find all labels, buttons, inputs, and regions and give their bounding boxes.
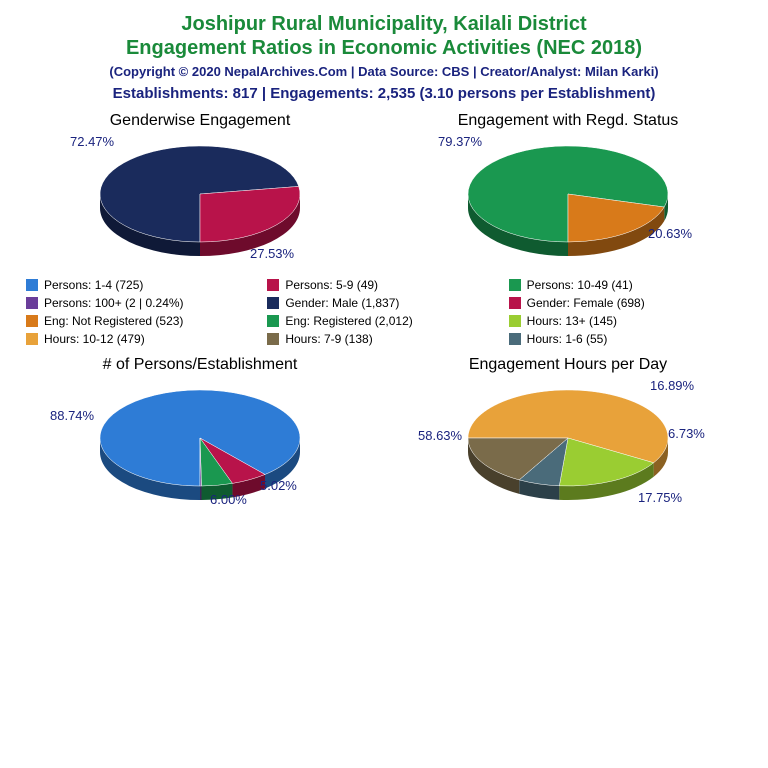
legend-swatch: [267, 279, 279, 291]
pie-hours: 58.63% 17.75% 6.73% 16.89%: [418, 378, 718, 508]
pie-slice-label: 6.73%: [668, 426, 705, 441]
pie-slice-label: 16.89%: [650, 378, 694, 393]
legend-label: Gender: Male (1,837): [285, 296, 399, 310]
chart-gender: Genderwise Engagement 72.47% 27.53%: [20, 112, 380, 264]
legend-item: Eng: Not Registered (523): [26, 314, 259, 328]
chart-row-top: Genderwise Engagement 72.47% 27.53% Engag…: [16, 112, 752, 264]
legend-item: Persons: 1-4 (725): [26, 278, 259, 292]
title-line2: Engagement Ratios in Economic Activities…: [16, 36, 752, 60]
legend-label: Persons: 10-49 (41): [527, 278, 633, 292]
infographic-root: Joshipur Rural Municipality, Kailali Dis…: [0, 0, 768, 520]
legend-swatch: [267, 333, 279, 345]
legend-label: Gender: Female (698): [527, 296, 645, 310]
legend-swatch: [267, 297, 279, 309]
legend-item: Hours: 1-6 (55): [509, 332, 742, 346]
chart-row-bottom: # of Persons/Establishment 88.74% 6.00% 5.…: [16, 356, 752, 508]
pie-slice-label: 27.53%: [250, 246, 294, 261]
chart-title-persons: # of Persons/Establishment: [103, 356, 298, 374]
legend-swatch: [267, 315, 279, 327]
chart-title-hours: Engagement Hours per Day: [469, 356, 667, 374]
legend-swatch: [509, 315, 521, 327]
legend-swatch: [26, 279, 38, 291]
pie-slice-label: 17.75%: [638, 490, 682, 505]
legend-swatch: [26, 333, 38, 345]
pie-slice-label: 5.02%: [260, 478, 297, 493]
legend-label: Hours: 10-12 (479): [44, 332, 145, 346]
legend-label: Persons: 100+ (2 | 0.24%): [44, 296, 184, 310]
legend-label: Persons: 1-4 (725): [44, 278, 143, 292]
chart-regd: Engagement with Regd. Status 79.37% 20.63…: [388, 112, 748, 264]
pie-slice-label: 79.37%: [438, 134, 482, 149]
legend-swatch: [509, 297, 521, 309]
legend-item: Persons: 10-49 (41): [509, 278, 742, 292]
legend: Persons: 1-4 (725) Persons: 5-9 (49) Perso…: [26, 278, 742, 346]
title-line1: Joshipur Rural Municipality, Kailali Dis…: [16, 12, 752, 36]
pie-slice-label: 88.74%: [50, 408, 94, 423]
legend-swatch: [26, 315, 38, 327]
legend-swatch: [509, 333, 521, 345]
pie-persons: 88.74% 6.00% 5.02%: [50, 378, 350, 508]
legend-item: Hours: 10-12 (479): [26, 332, 259, 346]
legend-item: Gender: Male (1,837): [267, 296, 500, 310]
chart-title-gender: Genderwise Engagement: [110, 112, 291, 130]
legend-item: Persons: 5-9 (49): [267, 278, 500, 292]
chart-hours: Engagement Hours per Day 58.63% 17.75% 6.7…: [388, 356, 748, 508]
legend-label: Hours: 13+ (145): [527, 314, 617, 328]
legend-item: Hours: 7-9 (138): [267, 332, 500, 346]
pie-slice-label: 6.00%: [210, 492, 247, 507]
chart-title-regd: Engagement with Regd. Status: [458, 112, 679, 130]
copyright-line: (Copyright © 2020 NepalArchives.Com | Da…: [16, 64, 752, 79]
legend-label: Eng: Not Registered (523): [44, 314, 183, 328]
pie-regd: 79.37% 20.63%: [418, 134, 718, 264]
legend-swatch: [26, 297, 38, 309]
legend-swatch: [509, 279, 521, 291]
legend-label: Persons: 5-9 (49): [285, 278, 378, 292]
pie-slice-label: 58.63%: [418, 428, 462, 443]
pie-slice-label: 20.63%: [648, 226, 692, 241]
chart-persons: # of Persons/Establishment 88.74% 6.00% 5.…: [20, 356, 380, 508]
legend-item: Persons: 100+ (2 | 0.24%): [26, 296, 259, 310]
legend-item: Eng: Registered (2,012): [267, 314, 500, 328]
legend-label: Hours: 1-6 (55): [527, 332, 608, 346]
legend-label: Hours: 7-9 (138): [285, 332, 372, 346]
pie-slice-label: 72.47%: [70, 134, 114, 149]
legend-item: Hours: 13+ (145): [509, 314, 742, 328]
legend-label: Eng: Registered (2,012): [285, 314, 412, 328]
pie-gender: 72.47% 27.53%: [50, 134, 350, 264]
legend-item: Gender: Female (698): [509, 296, 742, 310]
stats-line: Establishments: 817 | Engagements: 2,535…: [16, 85, 752, 102]
